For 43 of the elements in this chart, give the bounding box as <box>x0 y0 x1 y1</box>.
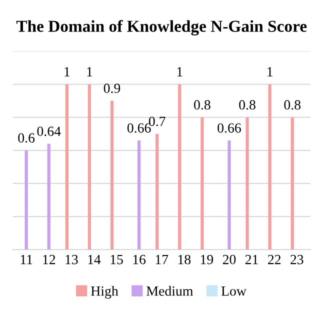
bar <box>290 117 294 250</box>
data-label: 1 <box>177 67 182 76</box>
data-label: 0.8 <box>239 100 256 110</box>
data-label: 0.7 <box>148 116 166 126</box>
data-label: 0.6 <box>18 133 35 143</box>
x-tick-label: 22 <box>268 254 281 264</box>
x-tick-label: 17 <box>156 254 168 264</box>
data-label: 0.9 <box>104 84 120 94</box>
bar <box>228 140 231 250</box>
x-tick-label: 12 <box>43 254 56 264</box>
legend-label: Medium <box>146 286 194 296</box>
data-label: 1 <box>87 67 92 76</box>
x-tick-label: 19 <box>200 254 214 264</box>
data-label: 0.64 <box>37 126 61 136</box>
x-tick-label: 11 <box>20 254 32 264</box>
data-label: 1 <box>268 67 272 76</box>
x-tick-label: 20 <box>222 254 236 264</box>
bar <box>65 84 68 250</box>
x-tick-label: 23 <box>290 254 304 264</box>
x-tick-label: 13 <box>66 254 78 264</box>
bar <box>268 84 272 250</box>
x-tick-label: 16 <box>133 254 146 264</box>
chart-title: The Domain of Knowledge N-Gain Score <box>16 20 307 36</box>
data-label: 0.66 <box>127 123 151 133</box>
bar <box>200 117 204 250</box>
bar <box>156 134 159 250</box>
legend-label: Low <box>221 286 246 296</box>
data-label: 1 <box>64 67 70 76</box>
x-tick-label: 14 <box>88 254 101 264</box>
bar <box>178 84 182 250</box>
bar <box>137 140 141 250</box>
x-tick-label: 21 <box>245 254 258 264</box>
legend-label: High <box>91 286 118 299</box>
data-label: 0.66 <box>218 123 241 133</box>
bar <box>246 117 249 250</box>
data-label: 0.8 <box>284 100 301 110</box>
data-label: 0.8 <box>194 100 210 110</box>
bar <box>110 100 114 250</box>
bar <box>47 144 50 250</box>
x-tick-label: 15 <box>110 254 123 264</box>
bar <box>24 150 28 250</box>
x-tick-label: 18 <box>178 254 191 264</box>
bar <box>88 84 92 250</box>
